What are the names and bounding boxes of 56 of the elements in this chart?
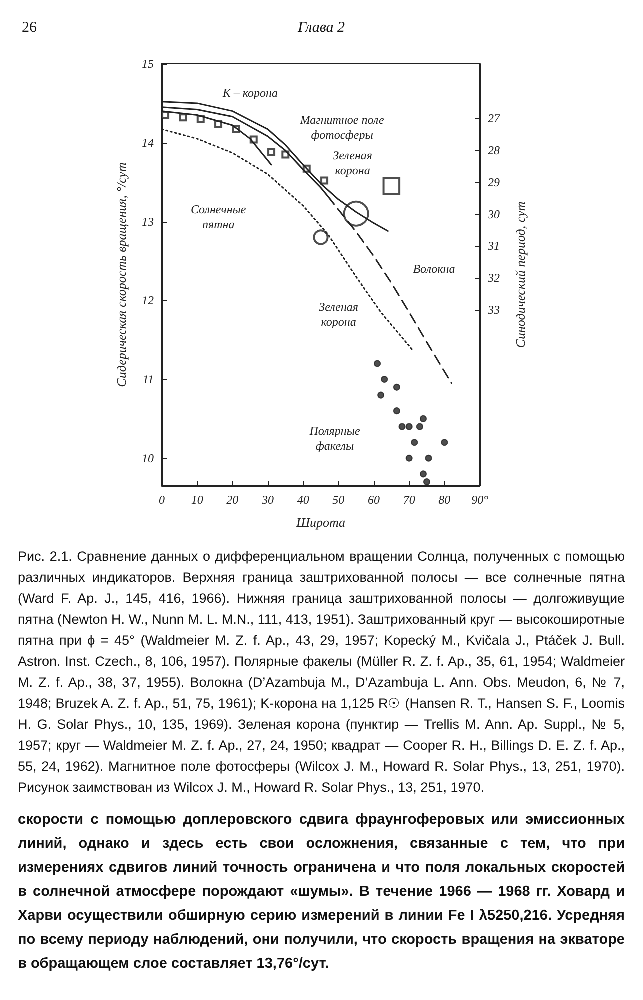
point [406,423,413,430]
y2-tick-label: 31 [487,239,500,254]
point [374,360,382,368]
point [393,384,400,391]
point [420,470,427,478]
y2-tick-label: 29 [488,175,500,190]
annotation: Полярные факелы [308,424,361,454]
y2-tick-label: 28 [488,143,500,158]
y2-tick-label: 27 [488,111,501,126]
point [393,408,400,415]
x-axis-title: Широта [295,515,346,530]
annotation: Волокна [413,262,456,276]
point [268,148,276,156]
point [378,392,385,399]
point [411,439,418,446]
x-tick-label: 0 [159,493,165,507]
y-axis-title: Сидерическая скорость вращения, °/сут [114,162,129,388]
y-tick-label: 13 [142,214,154,229]
y2-tick-label: 33 [487,303,500,318]
point [441,439,448,446]
y-tick-label: 14 [142,136,154,150]
point [162,111,170,120]
x-tick-label: 60 [368,493,380,507]
x-tick-label: 40 [297,493,310,507]
y-tick-label: 12 [142,294,154,308]
x-tick-label: 70 [403,493,416,507]
x-tick-label: 50 [332,493,345,507]
annotation: Зеленая корона [319,300,359,330]
point [424,478,430,486]
y2-tick-label: 30 [487,207,500,222]
x-tick-label: 10 [191,493,204,507]
point [398,423,406,430]
y2-axis-title: Синодический период, сут [513,202,528,348]
point [416,423,424,430]
text: Рис. 2.1. Сравнение данных о дифференциальном вращении Солнца, полученных с помощью различных индикаторов. Верхняя граница заштрихованной полосы — все солнечные пятна (Ward F. Ap. J., 145, 416, 1966). Нижняя граница заштрихованной полосы — долгоживущие пятна (Newton H. W., Nunn M. L. M.N., 111, 413, 1951). Заштрихованный круг — высокоширотные пятна при ϕ = 45° (Waldmeier M. Z. f. Ap., 43, 29, 1957; Kopecký M., Kvičala J., Ptáček J. Bull. Astron. Inst. Czech., 8, 106, 1957). Полярные факелы (Müller R. Z. f. Ap., 35, 61, 1954; Waldmeier M. Z. f. Ap., 38, 37, 1955). Волокна (D’Azambuja M., D’Azambuja L. Ann. Obs. Meudon, 6, № 7, 1948; Bruzek A. Z. f. Ap., 51, 75, 1961); K-корона на 1,125 R☉ (Hansen R. T., Hansen S. F., Loomis H. G. Solar Phys., 10, 135, 1969). Зеленая корона (пунктир — Trellis M. Ann. Ap. Suppl., № 5, 1957; круг — Waldmeier M. Z. f. Ap., 27, 24, 1950; квадрат — Cooper R. H., Billings D. E. Z. f. Ap., 55, 24, 1962). Магнитное поле фотосферы (Wilcox J. M., Howard R. Solar Phys., 13, 251, 1970). Рисунок заимствован из Wilcox J. M., Howard R. Solar Phys., 13, 251, 1970. [18,549,625,795]
text: 26 [22,20,37,37]
annotation: Солнечные пятна [190,202,247,232]
x-tick-label: 30 [261,493,274,507]
point [425,454,432,462]
x-tick-label: 90° [472,493,489,507]
point [420,415,427,422]
chart-title: Глава 2 [298,20,346,36]
y-tick-label: 11 [142,372,154,387]
annotation: К – корона [222,86,278,100]
y-tick-label: 10 [142,451,154,466]
point [179,114,188,122]
y2-tick-label: 32 [487,271,500,286]
x-tick-label: 20 [226,493,239,507]
y-tick-label: 15 [142,57,154,71]
point [381,376,388,384]
point [320,176,329,185]
point [406,454,413,462]
annotation: Магнитное поле фотосферы [299,112,385,142]
text: скорости с помощью доплеровского сдвига фраунгоферовых или эмиссионных линий, однако и здесь есть свои осложнения, связанные с тем, что при измерениях сдвигов линий точность ограничена и что поля локальных скоростей в солнечной атмосфере порождают «шумы». В течение 1966 — 1968 гг. Ховард и Харви осуществили обширную серию измерений в линии Fe I λ5250,216. Усредняя по всему периоду наблюдений, они получили, что скорость вращения на экваторе в обращающем слое составляет 13,76°/сут. [18,811,625,974]
annotation: Зеленая корона [333,148,373,178]
x-tick-label: 80 [438,493,451,507]
